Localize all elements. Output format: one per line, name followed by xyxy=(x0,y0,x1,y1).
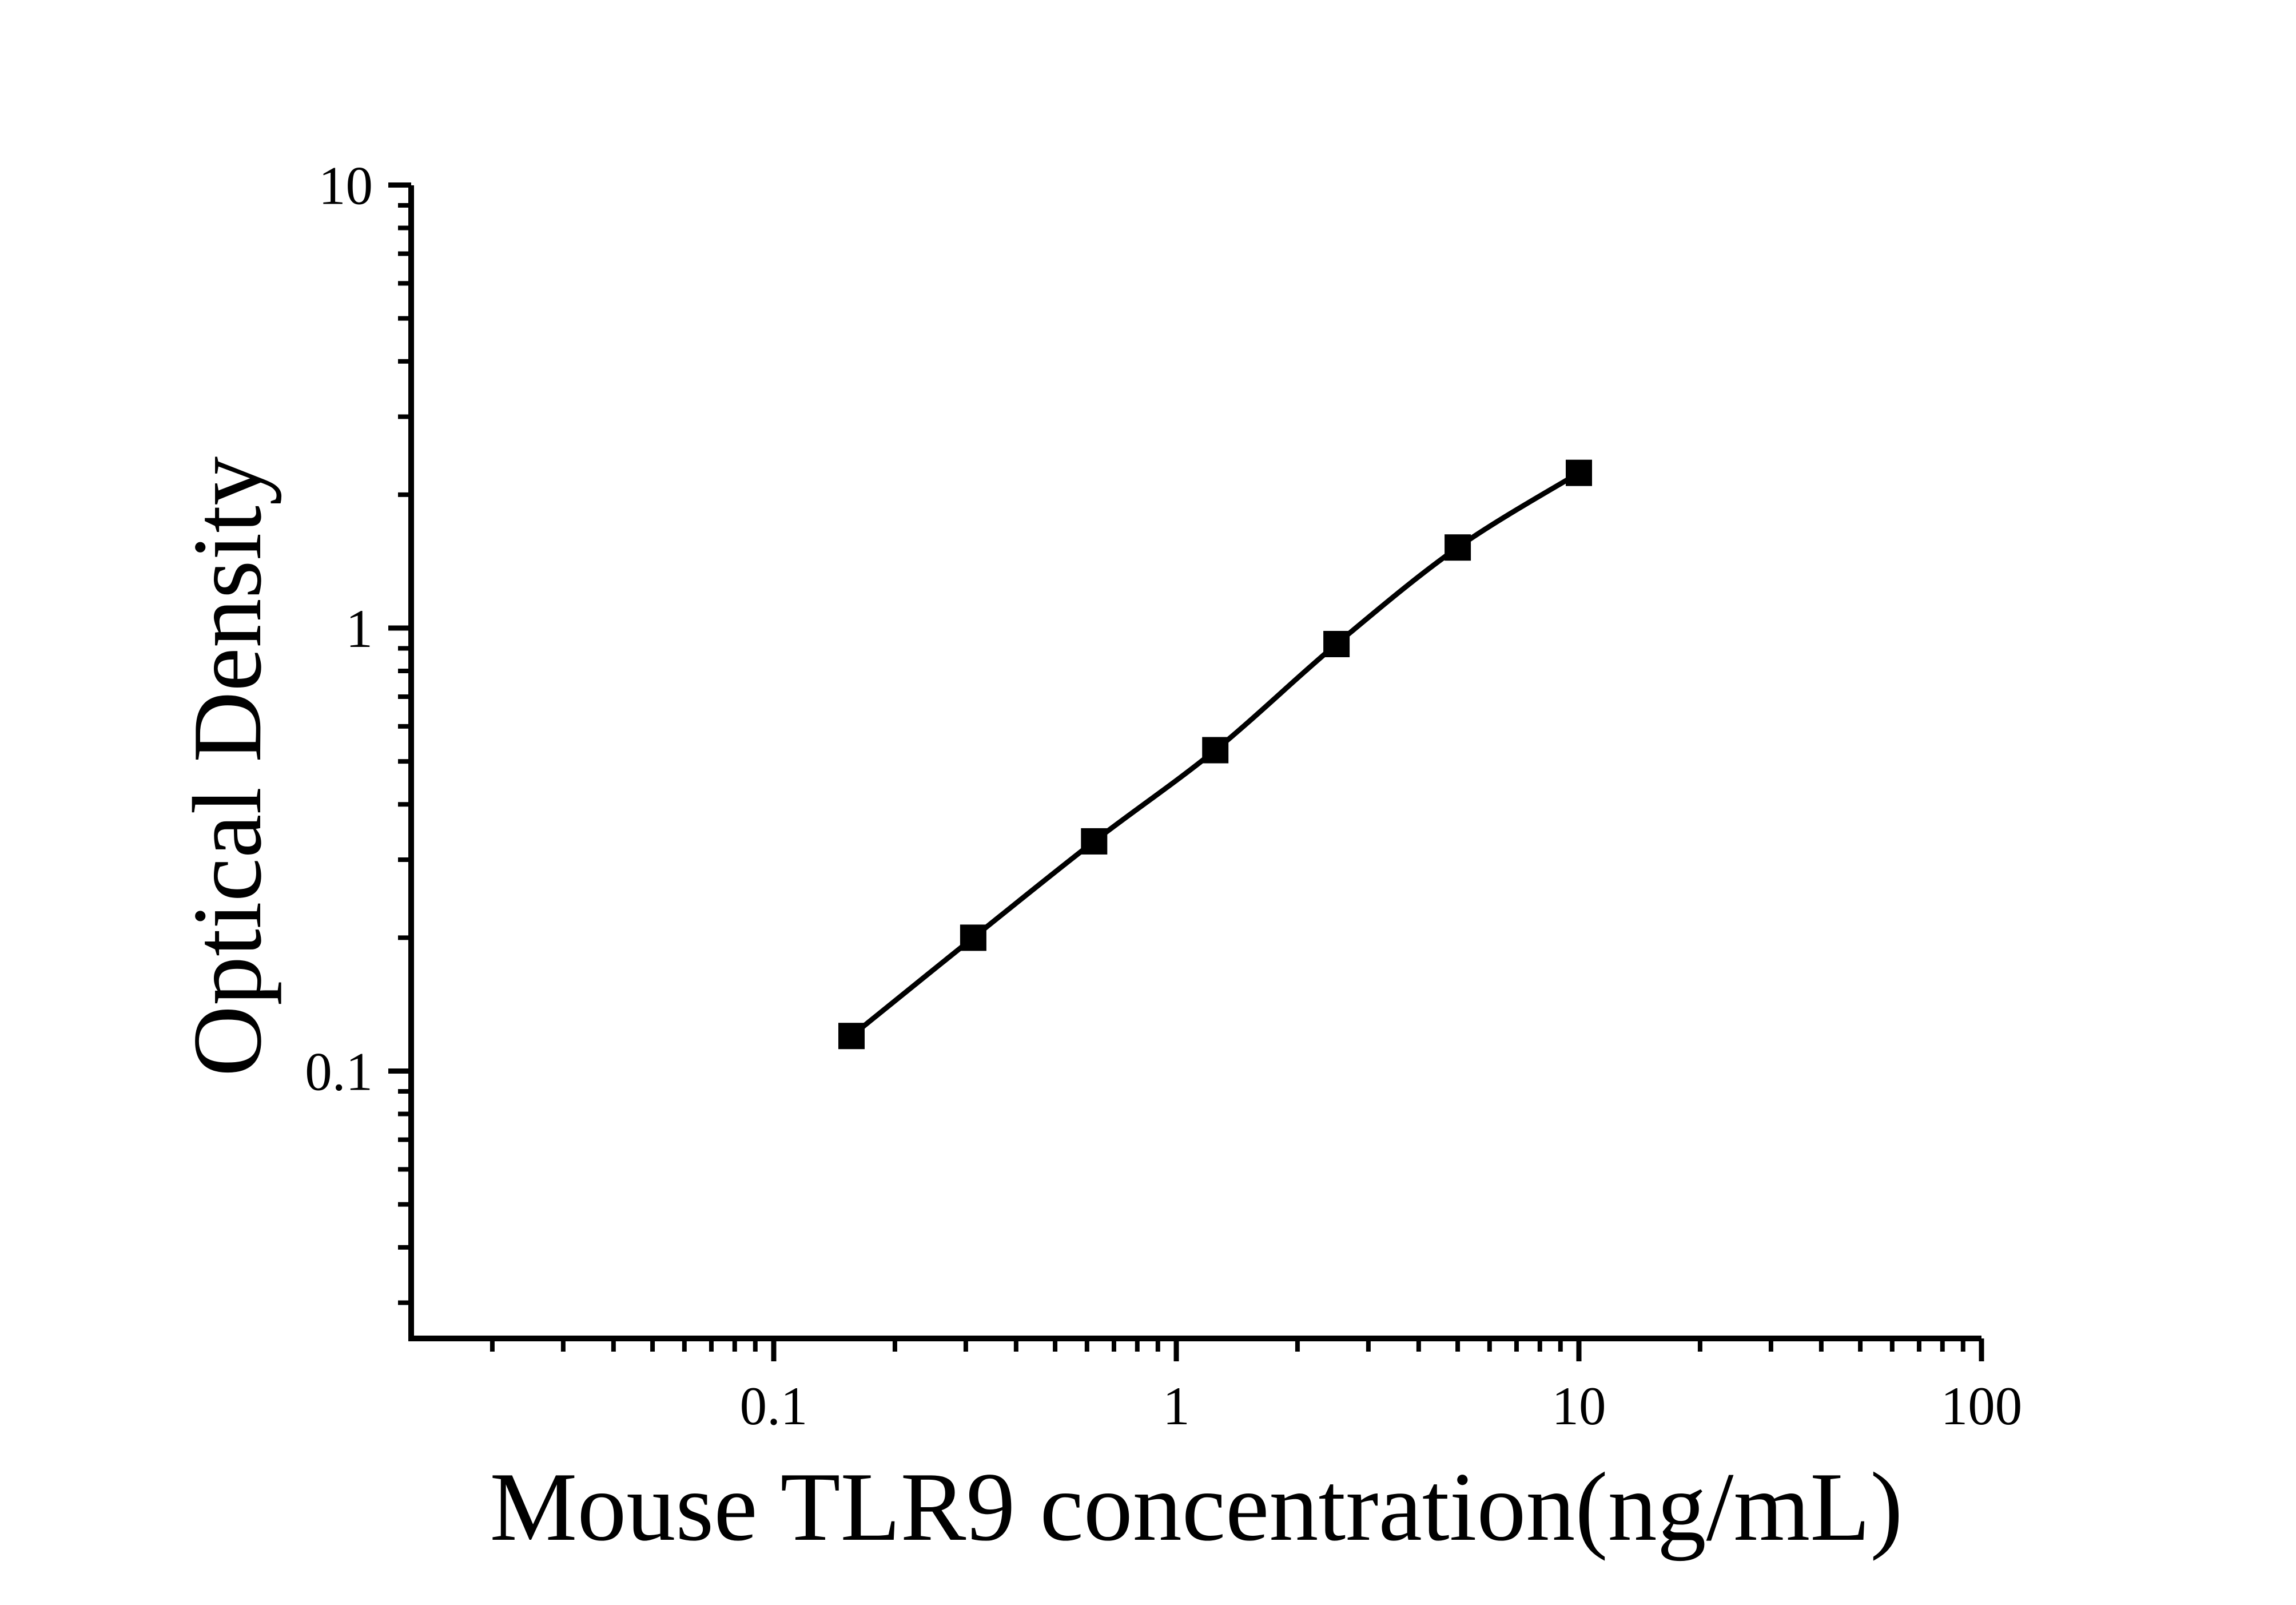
y-tick-label: 0.1 xyxy=(305,1042,373,1102)
x-tick-labels: 0.1 1 10 100 xyxy=(740,1376,2023,1436)
y-tick-labels: 10 1 0.1 xyxy=(305,156,373,1102)
data-point-marker xyxy=(838,1023,865,1050)
x-tick-label: 1 xyxy=(1163,1376,1190,1436)
x-tick-label: 0.1 xyxy=(740,1376,808,1436)
x-tick-label: 100 xyxy=(1941,1376,2023,1436)
x-axis-title: Mouse TLR9 concentration(ng/mL) xyxy=(490,1453,1903,1562)
data-point-marker xyxy=(1323,631,1350,657)
data-point-marker xyxy=(1445,534,1471,561)
axes xyxy=(388,182,1984,1361)
data-point-marker xyxy=(1566,459,1592,486)
data-point-marker xyxy=(960,924,986,951)
x-tick-label: 10 xyxy=(1552,1376,1606,1436)
data-point-marker xyxy=(1202,737,1229,764)
y-axis-title: Optical Density xyxy=(173,456,282,1076)
y-tick-label: 10 xyxy=(319,156,373,216)
data-point-marker xyxy=(1081,828,1108,855)
y-tick-label: 1 xyxy=(346,598,373,659)
data-series xyxy=(838,459,1592,1050)
